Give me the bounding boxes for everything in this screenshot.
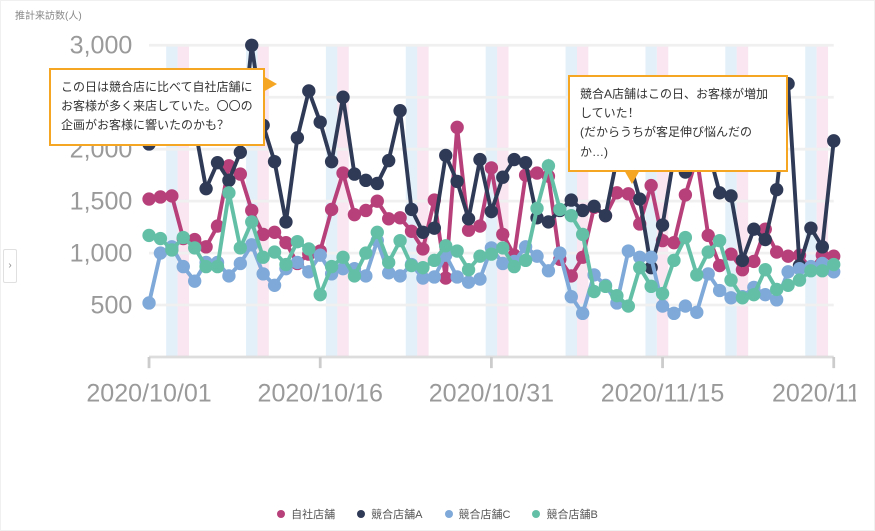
callout-right: 競合A店舗はこの日、お客様が増加していた！ (だからうちが客足伸び悩んだのか…) [568, 75, 788, 172]
callout-right-text: 競合A店舗はこの日、お客様が増加していた！ (だからうちが客足伸び悩んだのか…) [580, 87, 768, 159]
callout-left-text: この日は競合店に比べて自社店舗にお客様が多く来店していた。〇〇の企画がお客様に響… [61, 80, 253, 132]
svg-text:1,000: 1,000 [70, 239, 133, 267]
legend-label: 競合店舗A [371, 506, 422, 522]
svg-text:2020/10/31: 2020/10/31 [429, 380, 554, 408]
svg-text:2020/11/30: 2020/11/30 [772, 380, 856, 408]
svg-text:2020/10/16: 2020/10/16 [258, 380, 383, 408]
legend-swatch [277, 510, 285, 518]
legend-label: 自社店舗 [291, 506, 335, 522]
callout-left: この日は競合店に比べて自社店舗にお客様が多く来店していた。〇〇の企画がお客様に響… [49, 68, 265, 146]
legend-label: 競合店舗B [546, 506, 597, 522]
legend-item[interactable]: 競合店舗A [357, 506, 422, 522]
svg-text:1,500: 1,500 [70, 187, 133, 215]
svg-text:2020/11/15: 2020/11/15 [601, 380, 725, 408]
legend-swatch [445, 510, 453, 518]
chart-title: 推計来訪数(人) [15, 7, 82, 22]
legend-item[interactable]: 競合店舗C [445, 506, 511, 522]
svg-text:3,000: 3,000 [70, 32, 133, 60]
legend-label: 競合店舗C [459, 506, 511, 522]
legend-item[interactable]: 自社店舗 [277, 506, 335, 522]
legend: 自社店舗 競合店舗A 競合店舗C 競合店舗B [1, 506, 874, 522]
legend-item[interactable]: 競合店舗B [532, 506, 597, 522]
legend-swatch [357, 510, 365, 518]
legend-swatch [532, 510, 540, 518]
svg-text:2020/10/01: 2020/10/01 [86, 380, 211, 408]
svg-text:500: 500 [91, 291, 133, 319]
expand-handle[interactable]: › [3, 249, 17, 283]
